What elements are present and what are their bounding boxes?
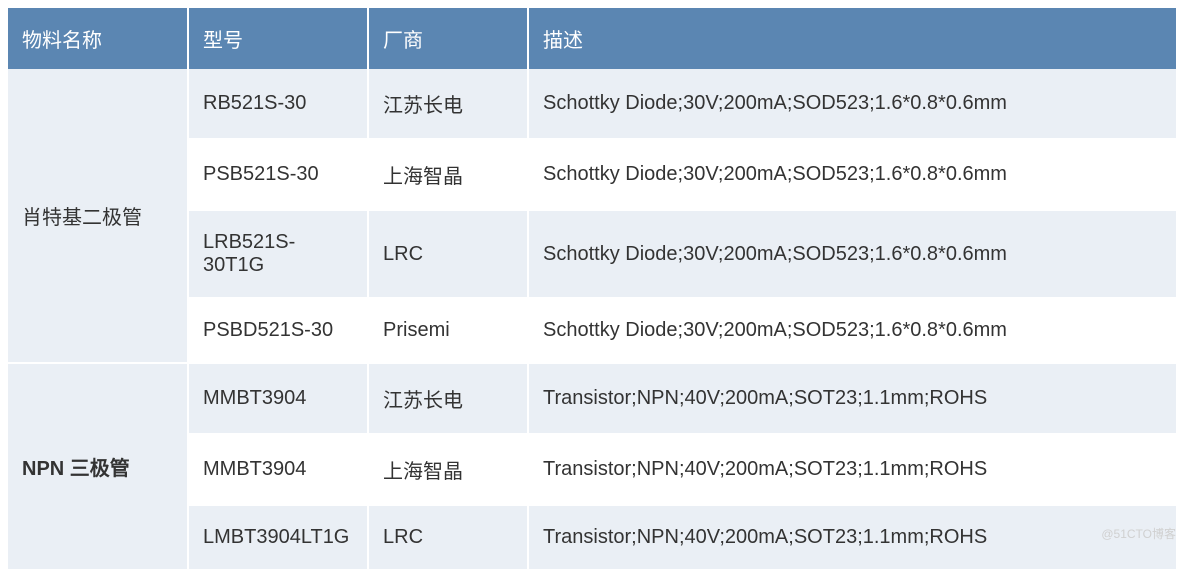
cell-model: RB521S-30 — [188, 69, 368, 139]
cell-model: PSB521S-30 — [188, 139, 368, 210]
cell-model: LRB521S-30T1G — [188, 210, 368, 298]
header-material: 物料名称 — [8, 8, 188, 69]
cell-model: LMBT3904LT1G — [188, 505, 368, 570]
cell-desc: Schottky Diode;30V;200mA;SOD523;1.6*0.8*… — [528, 139, 1176, 210]
group-cell-npn: NPN 三极管 — [8, 363, 188, 570]
table-body: 肖特基二极管 RB521S-30 江苏长电 Schottky Diode;30V… — [8, 69, 1176, 570]
cell-vendor: Prisemi — [368, 298, 528, 363]
cell-desc: Schottky Diode;30V;200mA;SOD523;1.6*0.8*… — [528, 298, 1176, 363]
cell-desc: Transistor;NPN;40V;200mA;SOT23;1.1mm;ROH… — [528, 434, 1176, 505]
cell-vendor: 上海智晶 — [368, 139, 528, 210]
cell-model: MMBT3904 — [188, 363, 368, 434]
cell-vendor: 上海智晶 — [368, 434, 528, 505]
cell-model: MMBT3904 — [188, 434, 368, 505]
table-row: 肖特基二极管 RB521S-30 江苏长电 Schottky Diode;30V… — [8, 69, 1176, 139]
header-model: 型号 — [188, 8, 368, 69]
table-head: 物料名称 型号 厂商 描述 — [8, 8, 1176, 69]
header-row: 物料名称 型号 厂商 描述 — [8, 8, 1176, 69]
cell-vendor: 江苏长电 — [368, 363, 528, 434]
cell-desc: Schottky Diode;30V;200mA;SOD523;1.6*0.8*… — [528, 69, 1176, 139]
cell-desc: Transistor;NPN;40V;200mA;SOT23;1.1mm;ROH… — [528, 505, 1176, 570]
table-row: NPN 三极管 MMBT3904 江苏长电 Transistor;NPN;40V… — [8, 363, 1176, 434]
cell-vendor: LRC — [368, 210, 528, 298]
cell-desc: Transistor;NPN;40V;200mA;SOT23;1.1mm;ROH… — [528, 363, 1176, 434]
materials-table: 物料名称 型号 厂商 描述 肖特基二极管 RB521S-30 江苏长电 Scho… — [8, 8, 1176, 571]
cell-vendor: 江苏长电 — [368, 69, 528, 139]
group-cell-schottky: 肖特基二极管 — [8, 69, 188, 363]
cell-desc: Schottky Diode;30V;200mA;SOD523;1.6*0.8*… — [528, 210, 1176, 298]
header-desc: 描述 — [528, 8, 1176, 69]
cell-model: PSBD521S-30 — [188, 298, 368, 363]
cell-vendor: LRC — [368, 505, 528, 570]
header-vendor: 厂商 — [368, 8, 528, 69]
